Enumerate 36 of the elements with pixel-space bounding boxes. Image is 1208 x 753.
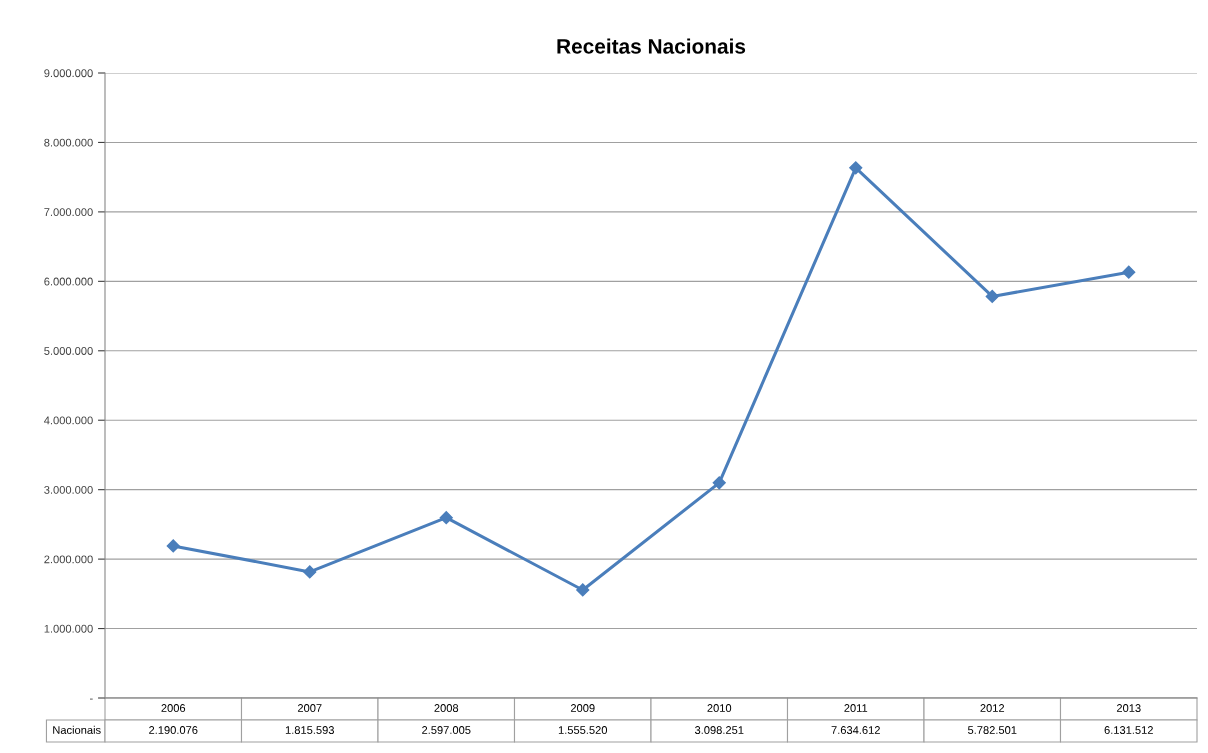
- x-tick-label: 2008: [434, 704, 459, 712]
- chart-title: Receitas Nacionais: [557, 38, 746, 54]
- x-tick-label: 2010: [707, 704, 732, 712]
- x-tick-label: 2009: [570, 704, 595, 712]
- x-tick-label: 2011: [844, 704, 868, 712]
- y-tick-label: 6.000.000: [44, 277, 93, 286]
- point: [985, 289, 999, 304]
- y-tick-label: 7.000.000: [44, 208, 93, 217]
- x-tick-label: 2007: [297, 704, 322, 712]
- point: [849, 161, 863, 175]
- point: [1122, 265, 1136, 279]
- x-tick-label: 2013: [1116, 704, 1141, 712]
- text: Nacionais: [53, 725, 101, 734]
- data-label: 3.098.251: [694, 726, 744, 734]
- data-label: 2.597.005: [422, 726, 471, 734]
- y-tick-label: 3.000.000: [44, 485, 93, 494]
- x-tick-label: 2006: [161, 704, 186, 712]
- y-tick-label: 2.000.000: [44, 555, 93, 564]
- y-tick-label: 8.000.000: [44, 138, 93, 147]
- point: [166, 539, 180, 553]
- data-label: 7.634.612: [831, 726, 880, 734]
- data-label: 1.555.520: [558, 726, 608, 734]
- data-label: 1.815.593: [285, 726, 334, 734]
- y-tick-label: 1.000.000: [44, 624, 93, 633]
- x-tick-label: 2012: [980, 704, 1005, 712]
- point: [439, 511, 453, 525]
- y-tick-label: -: [89, 698, 93, 700]
- point: [576, 583, 590, 597]
- y-tick-label: 4.000.000: [44, 416, 93, 425]
- y-tick-label: 5.000.000: [44, 347, 93, 355]
- y-tick-label: 9.000.000: [44, 69, 93, 78]
- point: [303, 565, 317, 579]
- point: [712, 476, 726, 490]
- data-label: 2.190.076: [149, 726, 198, 734]
- data-label: 5.782.501: [967, 726, 1017, 734]
- data-label: 6.131.512: [1104, 726, 1153, 734]
